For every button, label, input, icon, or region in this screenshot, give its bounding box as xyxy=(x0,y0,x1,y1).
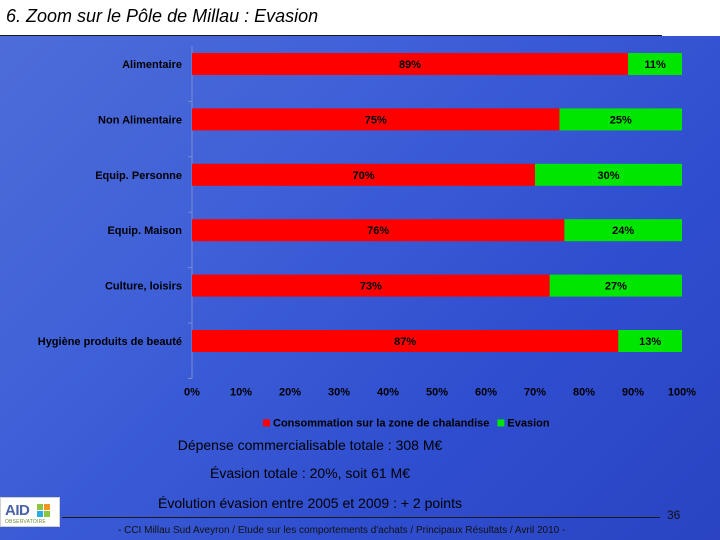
x-tick-label: 20% xyxy=(279,386,301,398)
caption-total-evasion: Évasion totale : 20%, soit 61 M€ xyxy=(210,465,410,481)
x-tick-label: 60% xyxy=(475,386,497,398)
data-label-evasion: 30% xyxy=(597,170,619,182)
legend-label-consommation: Consommation sur la zone de chalandise xyxy=(273,417,489,429)
caption-total-spend: Dépense commercialisable totale : 308 M€ xyxy=(177,437,443,453)
bar-consommation xyxy=(192,330,619,352)
data-label-evasion: 24% xyxy=(612,225,634,237)
x-tick-label: 50% xyxy=(426,386,448,398)
footer-divider xyxy=(62,517,660,518)
bar-evasion xyxy=(559,108,682,131)
header-bar: 6. Zoom sur le Pôle de Millau : Evasion xyxy=(0,0,720,36)
x-tick-label: 10% xyxy=(230,386,252,398)
bar-evasion xyxy=(628,53,682,75)
bar-evasion xyxy=(549,274,682,297)
legend-swatch-consommation xyxy=(263,419,270,427)
data-label-consommation: 73% xyxy=(360,281,382,293)
bar-consommation xyxy=(192,219,565,242)
data-label-evasion: 27% xyxy=(605,281,627,293)
chart-axes: Alimentaire Non Alimentaire Equip. Personn… xyxy=(38,46,696,398)
x-tick-label: 90% xyxy=(622,386,644,398)
aid-observatoire-logo: AID OBSERVATOIRE xyxy=(0,497,60,527)
caption-evasion-evolution: Évolution évasion entre 2005 et 2009 : +… xyxy=(158,495,462,511)
logo-subtext: OBSERVATOIRE xyxy=(5,519,46,525)
bar-evasion xyxy=(618,330,682,352)
logo-square-icon xyxy=(44,511,50,517)
x-tick-label: 100% xyxy=(668,386,696,398)
x-tick-label: 80% xyxy=(573,386,595,398)
x-tick-label: 0% xyxy=(184,386,200,398)
data-label-consommation: 70% xyxy=(352,170,374,182)
x-tick-label: 70% xyxy=(524,386,546,398)
bar-evasion xyxy=(535,163,682,186)
data-label-consommation: 89% xyxy=(399,59,421,71)
bar-consommation xyxy=(192,108,560,131)
data-label-consommation: 76% xyxy=(367,225,389,237)
logo-square-icon xyxy=(37,511,43,517)
logo-text: AID xyxy=(5,502,30,519)
data-label-evasion: 11% xyxy=(644,59,666,71)
bar-consommation xyxy=(192,53,629,75)
data-label-consommation: 75% xyxy=(365,114,387,126)
legend-swatch-evasion xyxy=(497,419,505,427)
x-tick-label: 30% xyxy=(328,386,350,398)
page-number: 36 xyxy=(667,508,681,522)
bar-consommation xyxy=(192,274,550,297)
title-divider xyxy=(0,35,662,36)
logo-square-icon xyxy=(37,504,43,510)
x-tick-label: 40% xyxy=(377,386,399,398)
data-label-consommation: 87% xyxy=(394,336,416,348)
category-label: Equip. Personne xyxy=(95,170,182,182)
bar-evasion xyxy=(564,219,682,242)
category-label: Culture, loisirs xyxy=(105,281,182,293)
category-label: Equip. Maison xyxy=(107,225,182,237)
category-label: Hygiène produits de beauté xyxy=(38,336,182,348)
category-label: Alimentaire xyxy=(122,59,182,71)
category-label: Non Alimentaire xyxy=(98,114,182,126)
footer-source: - CCI Millau Sud Aveyron / Etude sur les… xyxy=(118,525,566,536)
page-title: 6. Zoom sur le Pôle de Millau : Evasion xyxy=(6,6,319,26)
chart-evasion: Alimentaire Non Alimentaire Equip. Personn… xyxy=(38,46,696,429)
chart-bars: 89% 11% 75% 25% 70% 30% 76% 24% 73% 27% 87% 13% xyxy=(192,53,682,352)
bar-consommation xyxy=(192,163,535,186)
legend-label-evasion: Evasion xyxy=(507,417,549,429)
chart-legend: Consommation sur la zone de chalandise Ev… xyxy=(263,417,550,429)
data-label-evasion: 25% xyxy=(610,114,632,126)
logo-square-icon xyxy=(44,504,50,510)
data-label-evasion: 13% xyxy=(639,336,661,348)
